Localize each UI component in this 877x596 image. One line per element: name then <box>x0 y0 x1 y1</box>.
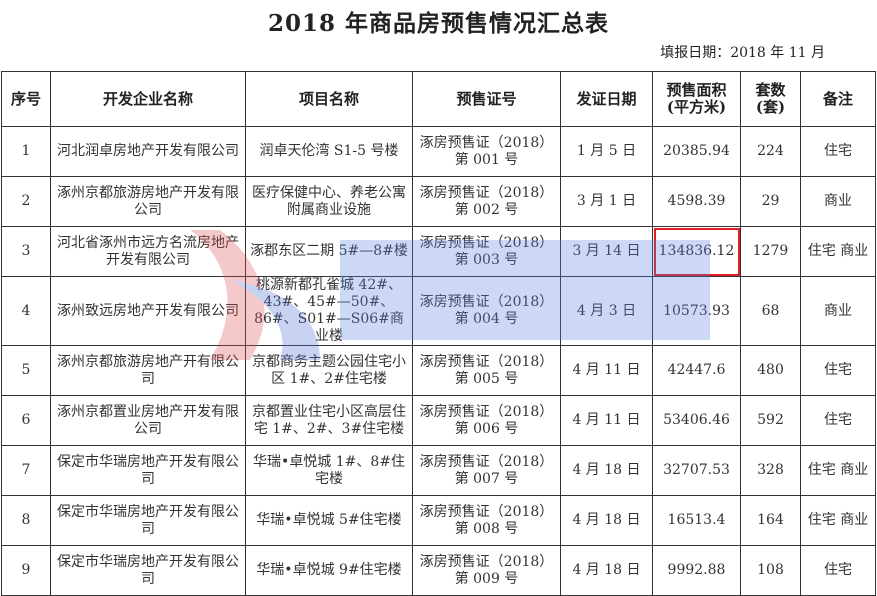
cell-company: 涿州京都旅游房地产开有限公司 <box>50 345 246 396</box>
cell-note: 住宅 <box>800 126 876 177</box>
table-row: 9 保定市华瑞房地产开发有限公司 华瑞•卓悦城 9#住宅楼 涿房预售证（2018）第 … <box>1 545 876 596</box>
cell-note: 商业 <box>800 176 876 227</box>
cell-company: 河北润卓房地产开发有限公司 <box>50 126 246 177</box>
cell-units: 224 <box>740 126 801 177</box>
table-row: 6 涿州京都置业房地产开发有限公司 京都置业住宅小区高层住宅 1#、2#、3#住宅楼… <box>1 395 876 446</box>
col-header-date: 发证日期 <box>560 71 653 127</box>
cell-cert: 涿房预售证（2018）第 002 号 <box>412 176 561 227</box>
cell-date: 4 月 11 日 <box>560 395 653 446</box>
cell-area: 32707.53 <box>652 445 741 496</box>
cell-no: 5 <box>1 345 51 396</box>
table-row: 8 保定市华瑞房地产开发有限公司 华瑞•卓悦城 5#住宅楼 涿房预售证（2018）第 … <box>1 495 876 546</box>
cell-cert: 涿房预售证（2018）第 009 号 <box>412 545 561 596</box>
cell-units: 29 <box>740 176 801 227</box>
cell-project: 润卓天伦湾 S1-5 号楼 <box>245 126 413 177</box>
cell-units: 1279 <box>740 226 801 277</box>
cell-note: 住宅 商业 <box>800 226 876 277</box>
cell-cert: 涿房预售证（2018）第 006 号 <box>412 395 561 446</box>
cell-cert: 涿房预售证（2018）第 004 号 <box>412 276 561 346</box>
cell-project: 华瑞•卓悦城 1#、8#住宅楼 <box>245 445 413 496</box>
cell-company: 涿州京都置业房地产开发有限公司 <box>50 395 246 446</box>
cell-units: 68 <box>740 276 801 346</box>
cell-note: 住宅 商业 <box>800 445 876 496</box>
cell-project: 涿郡东区二期 5#—8#楼 <box>245 226 413 277</box>
cell-no: 2 <box>1 176 51 227</box>
cell-date: 3 月 14 日 <box>560 226 653 277</box>
cell-company: 河北省涿州市远方名流房地产开发有限公司 <box>50 226 246 277</box>
cell-company: 保定市华瑞房地产开发有限公司 <box>50 495 246 546</box>
cell-project: 京都商务主题公园住宅小区 1#、2#住宅楼 <box>245 345 413 396</box>
cell-note: 住宅 <box>800 545 876 596</box>
cell-area: 134836.12 <box>652 226 741 277</box>
cell-units: 164 <box>740 495 801 546</box>
table-row: 5 涿州京都旅游房地产开有限公司 京都商务主题公园住宅小区 1#、2#住宅楼 涿房预售… <box>1 345 876 396</box>
cell-date: 3 月 1 日 <box>560 176 653 227</box>
col-header-project: 项目名称 <box>245 71 413 127</box>
cell-note: 商业 <box>800 276 876 346</box>
cell-project: 桃源新都孔雀城 42#、43#、45#—50#、86#、S01#—S06#商业楼 <box>245 276 413 346</box>
col-header-units: 套数(套) <box>740 71 801 127</box>
cell-cert: 涿房预售证（2018）第 005 号 <box>412 345 561 396</box>
cell-no: 1 <box>1 126 51 177</box>
cell-project: 华瑞•卓悦城 5#住宅楼 <box>245 495 413 546</box>
presale-summary-table: 序号 开发企业名称 项目名称 预售证号 发证日期 预售面积(平方米) 套数(套)… <box>1 71 876 596</box>
col-header-cert: 预售证号 <box>412 71 561 127</box>
col-header-note: 备注 <box>800 71 876 127</box>
cell-cert: 涿房预售证（2018）第 003 号 <box>412 226 561 277</box>
cell-company: 涿州致远房地产开发有限公司 <box>50 276 246 346</box>
header-row: 序号 开发企业名称 项目名称 预售证号 发证日期 预售面积(平方米) 套数(套)… <box>1 71 876 127</box>
fill-date: 填报日期：2018 年 11 月 <box>660 45 825 61</box>
cell-no: 7 <box>1 445 51 496</box>
table-row: 7 保定市华瑞房地产开发有限公司 华瑞•卓悦城 1#、8#住宅楼 涿房预售证（2018… <box>1 445 876 496</box>
cell-no: 9 <box>1 545 51 596</box>
cell-date: 4 月 18 日 <box>560 495 653 546</box>
cell-area: 9992.88 <box>652 545 741 596</box>
col-header-area: 预售面积(平方米) <box>652 71 741 127</box>
cell-area: 4598.39 <box>652 176 741 227</box>
cell-area: 42447.6 <box>652 345 741 396</box>
cell-date: 4 月 3 日 <box>560 276 653 346</box>
cell-area: 53406.46 <box>652 395 741 446</box>
table-row: 1 河北润卓房地产开发有限公司 润卓天伦湾 S1-5 号楼 涿房预售证（2018）第 … <box>1 126 876 177</box>
cell-project: 京都置业住宅小区高层住宅 1#、2#、3#住宅楼 <box>245 395 413 446</box>
cell-no: 4 <box>1 276 51 346</box>
cell-area: 16513.4 <box>652 495 741 546</box>
page-title: 2018 年商品房预售情况汇总表 <box>267 10 610 37</box>
cell-date: 4 月 11 日 <box>560 345 653 396</box>
cell-note: 住宅 <box>800 395 876 446</box>
col-header-no: 序号 <box>1 71 51 127</box>
cell-area: 20385.94 <box>652 126 741 177</box>
col-header-company: 开发企业名称 <box>50 71 246 127</box>
cell-project: 华瑞•卓悦城 9#住宅楼 <box>245 545 413 596</box>
cell-project: 医疗保健中心、养老公寓附属商业设施 <box>245 176 413 227</box>
cell-cert: 涿房预售证（2018）第 008 号 <box>412 495 561 546</box>
cell-no: 6 <box>1 395 51 446</box>
cell-units: 108 <box>740 545 801 596</box>
cell-units: 480 <box>740 345 801 396</box>
cell-no: 3 <box>1 226 51 277</box>
cell-date: 4 月 18 日 <box>560 445 653 496</box>
cell-units: 592 <box>740 395 801 446</box>
cell-note: 住宅 <box>800 345 876 396</box>
cell-units: 328 <box>740 445 801 496</box>
cell-date: 1 月 5 日 <box>560 126 653 177</box>
table-row: 3 河北省涿州市远方名流房地产开发有限公司 涿郡东区二期 5#—8#楼 涿房预售证（2… <box>1 226 876 277</box>
cell-company: 涿州京都旅游房地产开发有限公司 <box>50 176 246 227</box>
cell-cert: 涿房预售证（2018）第 007 号 <box>412 445 561 496</box>
cell-cert: 涿房预售证（2018）第 001 号 <box>412 126 561 177</box>
cell-no: 8 <box>1 495 51 546</box>
cell-date: 4 月 18 日 <box>560 545 653 596</box>
cell-company: 保定市华瑞房地产开发有限公司 <box>50 545 246 596</box>
cell-note: 住宅 商业 <box>800 495 876 546</box>
cell-area: 10573.93 <box>652 276 741 346</box>
cell-company: 保定市华瑞房地产开发有限公司 <box>50 445 246 496</box>
table-row: 4 涿州致远房地产开发有限公司 桃源新都孔雀城 42#、43#、45#—50#、86… <box>1 276 876 346</box>
table-row: 2 涿州京都旅游房地产开发有限公司 医疗保健中心、养老公寓附属商业设施 涿房预售证（2… <box>1 176 876 227</box>
